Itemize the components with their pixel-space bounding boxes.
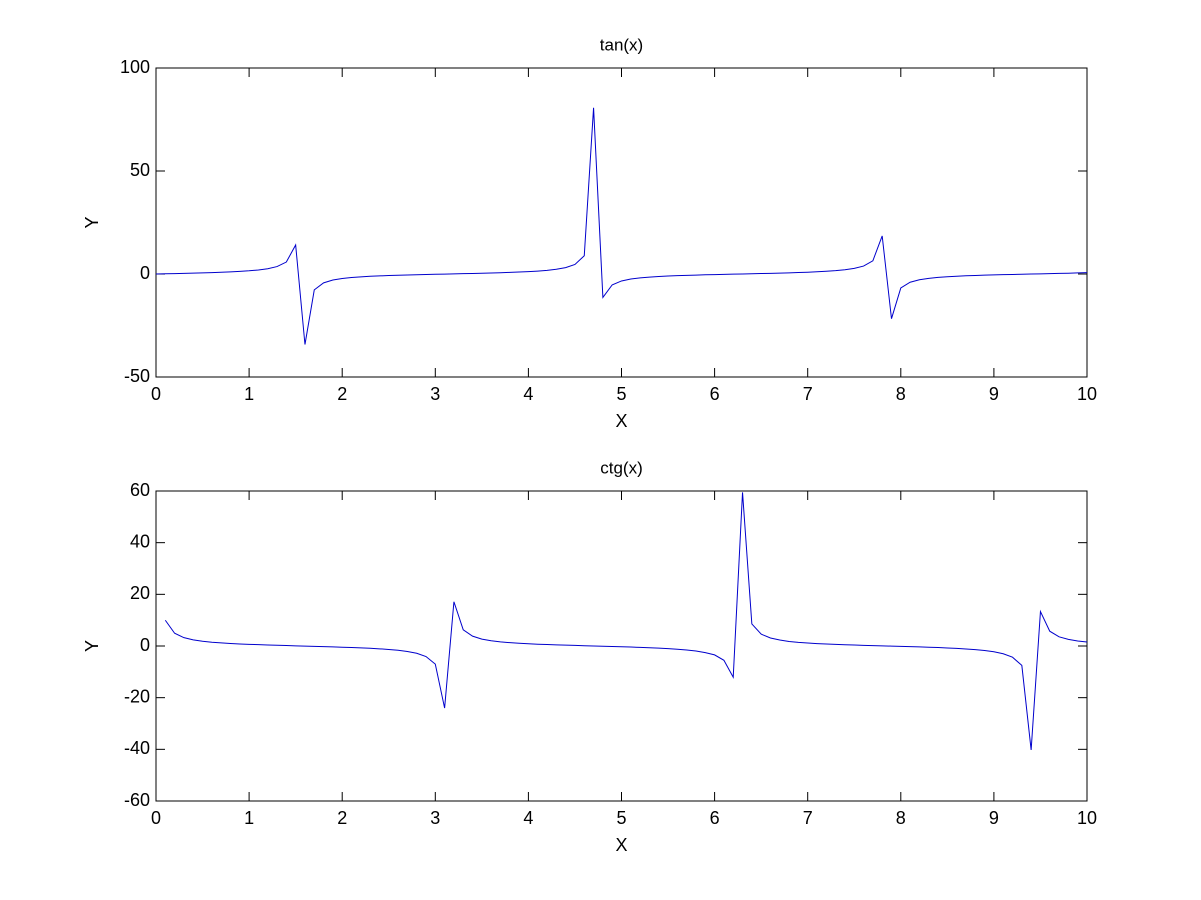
x-tick-label: 10 [1077, 808, 1097, 828]
x-tick-label: 1 [244, 384, 254, 404]
x-tick-label: 8 [896, 808, 906, 828]
y-tick-label: 20 [130, 583, 150, 603]
y-tick-label: 0 [140, 263, 150, 283]
x-tick-label: 0 [151, 384, 161, 404]
axes-title: tan(x) [600, 35, 643, 54]
x-tick-label: 6 [710, 384, 720, 404]
x-tick-label: 7 [803, 384, 813, 404]
y-axis-label: Y [82, 216, 102, 228]
x-tick-label: 5 [616, 384, 626, 404]
x-tick-label: 2 [337, 384, 347, 404]
x-tick-label: 0 [151, 808, 161, 828]
x-tick-label: 7 [803, 808, 813, 828]
y-axis-label: Y [82, 640, 102, 652]
axes-box [155, 67, 1088, 378]
x-axis-label: X [615, 835, 627, 855]
y-tick-label: 0 [140, 635, 150, 655]
x-tick-label: 3 [430, 808, 440, 828]
y-tick-label: -50 [124, 366, 150, 386]
x-tick-label: 5 [616, 808, 626, 828]
x-tick-label: 4 [523, 384, 533, 404]
y-tick-label: 50 [130, 160, 150, 180]
x-tick-label: 8 [896, 384, 906, 404]
x-tick-label: 4 [523, 808, 533, 828]
y-tick-label: -40 [124, 738, 150, 758]
x-tick-label: 6 [710, 808, 720, 828]
x-tick-label: 2 [337, 808, 347, 828]
x-tick-label: 3 [430, 384, 440, 404]
y-tick-label: -20 [124, 686, 150, 706]
y-tick-label: 60 [130, 480, 150, 500]
axes-title: ctg(x) [600, 458, 643, 477]
data-line [155, 107, 1088, 345]
y-tick-label: 40 [130, 531, 150, 551]
x-tick-label: 9 [989, 384, 999, 404]
x-tick-label: 10 [1077, 384, 1097, 404]
x-tick-label: 1 [244, 808, 254, 828]
data-line [164, 492, 1088, 750]
y-tick-label: 100 [120, 57, 150, 77]
x-axis-label: X [615, 411, 627, 431]
x-tick-label: 9 [989, 808, 999, 828]
y-tick-label: -60 [124, 790, 150, 810]
